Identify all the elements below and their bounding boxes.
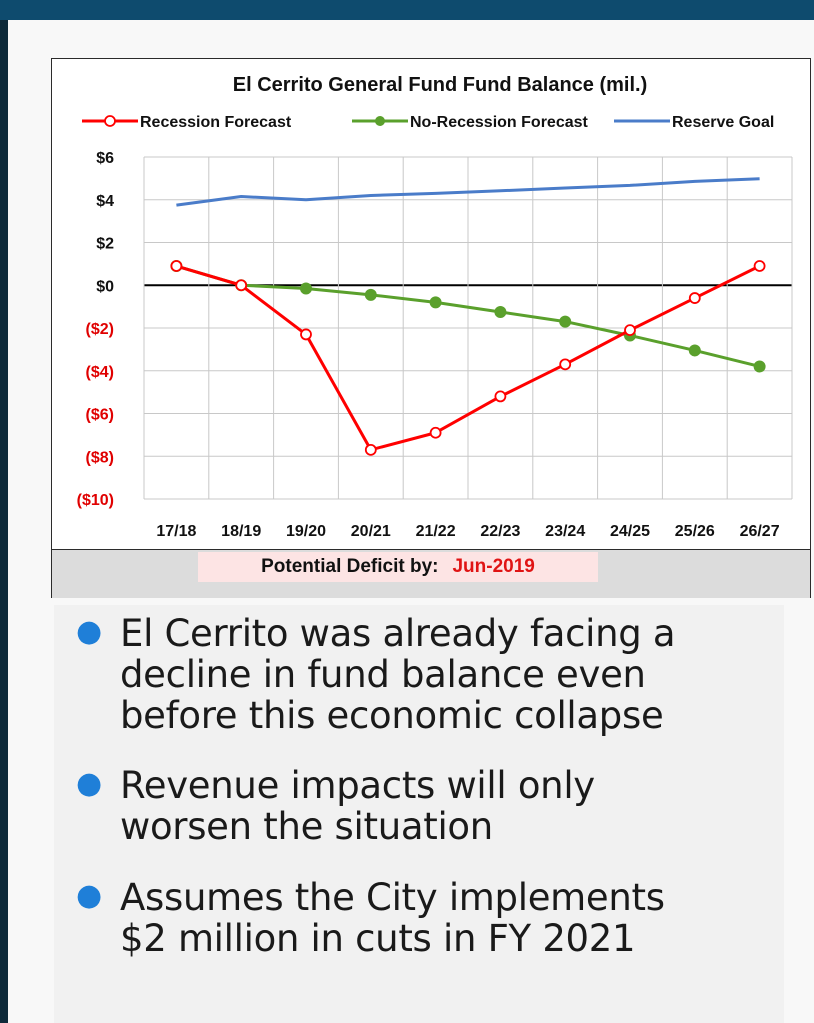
chart-series (170, 177, 766, 456)
bullet-dot-icon: ● (76, 614, 103, 649)
data-point (170, 260, 183, 272)
y-tick-label: ($2) (86, 321, 114, 338)
data-point (559, 315, 572, 328)
data-point (494, 390, 507, 403)
chart-panel: El Cerrito General Fund Fund Balance (mi… (51, 58, 811, 598)
data-point (300, 328, 312, 341)
x-tick-label: 18/19 (221, 523, 261, 540)
data-point (753, 260, 766, 272)
bullet-list: ● El Cerrito was already facing a declin… (54, 605, 784, 1023)
chart-title: El Cerrito General Fund Fund Balance (mi… (233, 74, 648, 96)
fund-balance-chart: El Cerrito General Fund Fund Balance (mi… (77, 74, 793, 540)
bullet-line: $2 million in cuts in FY 2021 (120, 917, 636, 960)
legend-label: No-Recession Forecast (410, 114, 589, 131)
legend-label: Recession Forecast (140, 114, 292, 131)
bullet-line: worsen the situation (120, 805, 493, 848)
data-point (688, 344, 701, 357)
series-line (175, 264, 761, 452)
legend-label: Reserve Goal (672, 114, 774, 131)
series-line (175, 264, 760, 368)
y-axis: $6 $4 $2 $0 ($2) ($4) ($6) ($8) ($10) (77, 150, 114, 509)
bullet-line: decline in fund balance even (120, 653, 646, 696)
slide-header-bar (0, 0, 814, 20)
series-line (176, 177, 760, 207)
data-point (494, 305, 507, 318)
x-tick-label: 22/23 (480, 523, 520, 540)
left-edge-strip (0, 0, 8, 1023)
data-point (300, 282, 312, 295)
y-tick-label: $2 (96, 236, 114, 253)
x-tick-label: 23/24 (545, 523, 585, 540)
x-tick-label: 26/27 (740, 523, 780, 540)
data-point (429, 426, 442, 439)
x-tick-label: 25/26 (675, 523, 715, 540)
legend-marker (104, 115, 116, 127)
bullet-line: El Cerrito was already facing a (120, 612, 676, 655)
chart-grid (143, 156, 793, 500)
data-point (624, 324, 636, 337)
bullet-dot-icon: ● (76, 878, 103, 913)
x-tick-label: 19/20 (286, 523, 326, 540)
data-point (688, 292, 701, 304)
x-axis: 17/18 18/19 19/20 20/21 21/22 22/23 23/24 24/25… (156, 523, 779, 540)
x-tick-label: 20/21 (351, 523, 391, 540)
y-tick-label: ($10) (77, 492, 114, 509)
data-point (429, 296, 442, 309)
x-tick-label: 17/18 (156, 523, 196, 540)
y-tick-label: ($8) (86, 449, 114, 466)
y-tick-label: $6 (96, 150, 114, 167)
data-point (753, 360, 766, 373)
chart-legend: Recession Forecast No-Recession Forecast R… (82, 114, 774, 131)
potential-deficit-highlight: Potential Deficit by: Jun-2019 (198, 552, 598, 582)
y-tick-label: $4 (96, 193, 114, 210)
deficit-label: Potential Deficit by: (261, 556, 439, 577)
x-tick-label: 21/22 (416, 523, 456, 540)
deficit-value: Jun-2019 (452, 556, 535, 577)
data-point (364, 443, 377, 456)
bullet-line: Assumes the City implements (120, 876, 665, 919)
y-tick-label: $0 (96, 278, 114, 295)
legend-marker (375, 116, 385, 126)
bullet-line: Revenue impacts will only (120, 764, 595, 807)
data-point (235, 279, 248, 292)
y-tick-label: ($6) (86, 407, 114, 424)
chart-footer: Potential Deficit by: Jun-2019 (52, 549, 810, 598)
data-point (364, 288, 377, 301)
y-tick-label: ($4) (86, 364, 114, 381)
data-point (559, 358, 572, 371)
bullet-dot-icon: ● (76, 766, 103, 801)
bullet-line: before this economic collapse (120, 694, 664, 737)
x-tick-label: 24/25 (610, 523, 650, 540)
